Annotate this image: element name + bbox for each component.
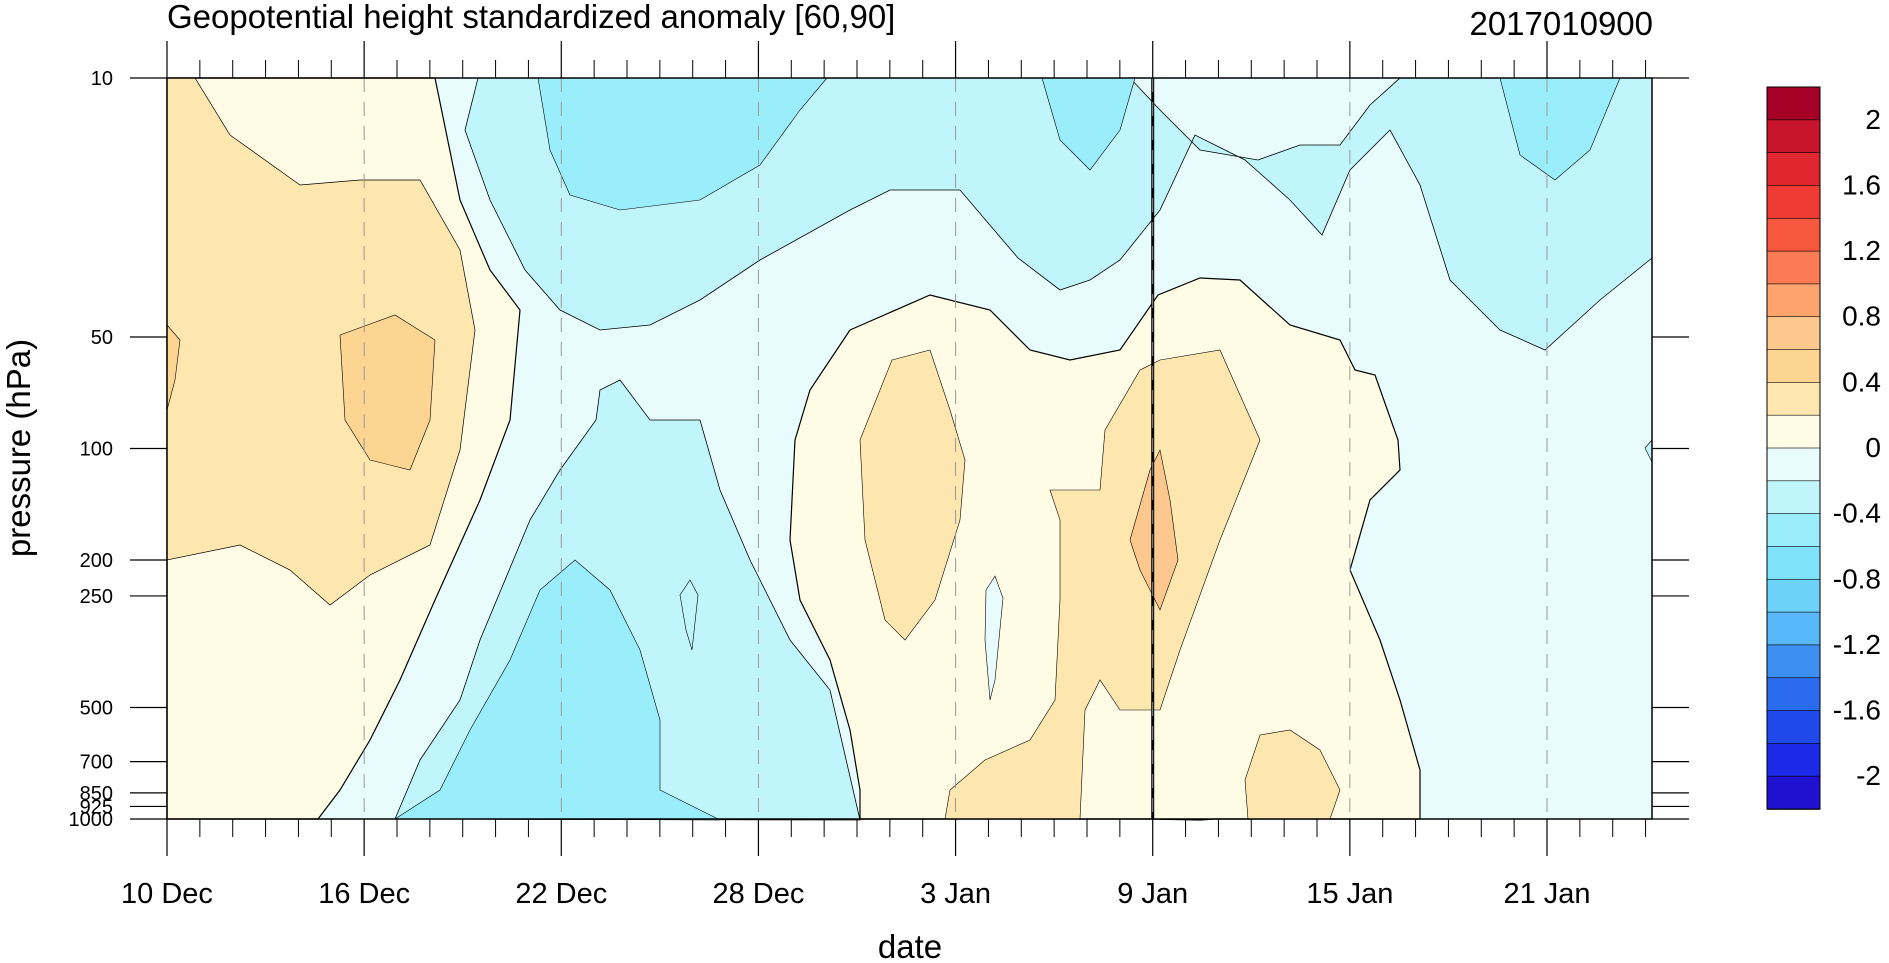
y-tick-label: 200	[80, 550, 113, 572]
colorbar-box	[1766, 414, 1821, 449]
contour-field	[166, 77, 1653, 821]
colorbar-box	[1766, 677, 1821, 712]
contour-neg-08-top-left	[537, 77, 828, 211]
x-tick-label: 15 Jan	[1306, 878, 1393, 910]
colorbar-frame	[1766, 86, 1821, 810]
contour-neg-08-bottom	[393, 559, 721, 821]
colorbar-label: 1.2	[1842, 235, 1881, 266]
colorbar-label: -2	[1856, 760, 1881, 791]
y-axis-label: pressure (hPa)	[0, 339, 37, 557]
y-tick-label: 50	[91, 327, 113, 349]
x-axis-ticks: 10 Dec 16 Dec 22 Dec 28 Dec 3 Jan 9 Jan 15 Jan…	[121, 41, 1591, 910]
y-tick-label: 1000	[69, 809, 114, 831]
colorbar-labels: 2 1.6 1.2 0.8 0.4 0 -0.4 -0.8 -1.2 -1.6 -2	[1833, 104, 1881, 791]
colorbar-box	[1766, 119, 1821, 154]
y-tick-label: 850	[80, 783, 113, 805]
x-minor-ticks	[199, 60, 1647, 837]
colorbar	[1766, 86, 1821, 810]
colorbar-box	[1766, 513, 1821, 548]
y-tick-label: 10	[91, 68, 113, 90]
x-tick-label: 21 Jan	[1503, 878, 1590, 910]
contour-pos-04-mid-right	[944, 349, 1261, 820]
x-tick-label: 16 Dec	[318, 878, 410, 910]
colorbar-box	[1766, 611, 1821, 646]
contour-pos-04-left	[166, 77, 476, 606]
y-tick-label: 100	[80, 439, 113, 461]
x-tick-label: 28 Dec	[712, 878, 804, 910]
colorbar-box	[1766, 86, 1821, 121]
y-tick-label: 925	[80, 796, 113, 818]
colorbar-label: -1.2	[1833, 629, 1881, 660]
plot-frame	[166, 77, 1653, 820]
colorbar-box	[1766, 152, 1821, 187]
colorbar-box	[1766, 250, 1821, 285]
colorbar-box	[1766, 578, 1821, 613]
y-tick-label: 500	[80, 697, 113, 719]
y-tick-label: 250	[80, 586, 113, 608]
contour-neg-04-small	[984, 575, 1004, 701]
colorbar-label: -1.6	[1833, 695, 1881, 726]
chart-title: Geopotential height standardized anomaly…	[167, 0, 895, 35]
colorbar-box	[1766, 316, 1821, 351]
y-tick-label: 700	[80, 752, 113, 774]
colorbar-box	[1766, 185, 1821, 220]
colorbar-box	[1766, 480, 1821, 515]
colorbar-label: 0	[1865, 432, 1881, 463]
x-tick-label: 22 Dec	[515, 878, 607, 910]
colorbar-label: 2	[1865, 104, 1881, 135]
colorbar-label: 1.6	[1842, 169, 1881, 200]
x-tick-label: 10 Dec	[121, 878, 213, 910]
colorbar-box	[1766, 775, 1821, 810]
colorbar-box	[1766, 644, 1821, 679]
colorbar-box	[1766, 447, 1821, 482]
contour-pos-04-mid-left	[859, 349, 966, 641]
colorbar-label: 0.8	[1842, 301, 1881, 332]
colorbar-label: -0.4	[1833, 498, 1881, 529]
x-axis-label: date	[878, 928, 942, 963]
colorbar-box	[1766, 382, 1821, 416]
colorbar-box	[1766, 546, 1821, 581]
colorbar-box	[1766, 217, 1821, 252]
colorbar-box	[1766, 743, 1821, 777]
x-tick-label: 3 Jan	[920, 878, 991, 910]
x-tick-label: 9 Jan	[1117, 878, 1188, 910]
colorbar-box	[1766, 349, 1821, 384]
contour-neg-04-small-2	[679, 579, 699, 651]
colorbar-label: -0.8	[1833, 563, 1881, 594]
colorbar-box	[1766, 710, 1821, 745]
colorbar-label: 0.4	[1842, 366, 1881, 397]
chart-subtitle: 2017010900	[1469, 5, 1653, 42]
colorbar-box	[1766, 283, 1821, 318]
date-grid-lines	[363, 78, 1548, 819]
